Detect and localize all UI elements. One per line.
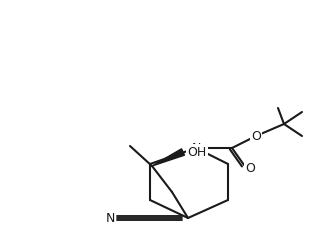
Text: N: N (191, 142, 201, 155)
Text: OH: OH (187, 146, 207, 158)
Text: O: O (251, 129, 261, 143)
Polygon shape (152, 149, 185, 166)
Text: O: O (245, 161, 255, 175)
Text: N: N (105, 212, 115, 224)
